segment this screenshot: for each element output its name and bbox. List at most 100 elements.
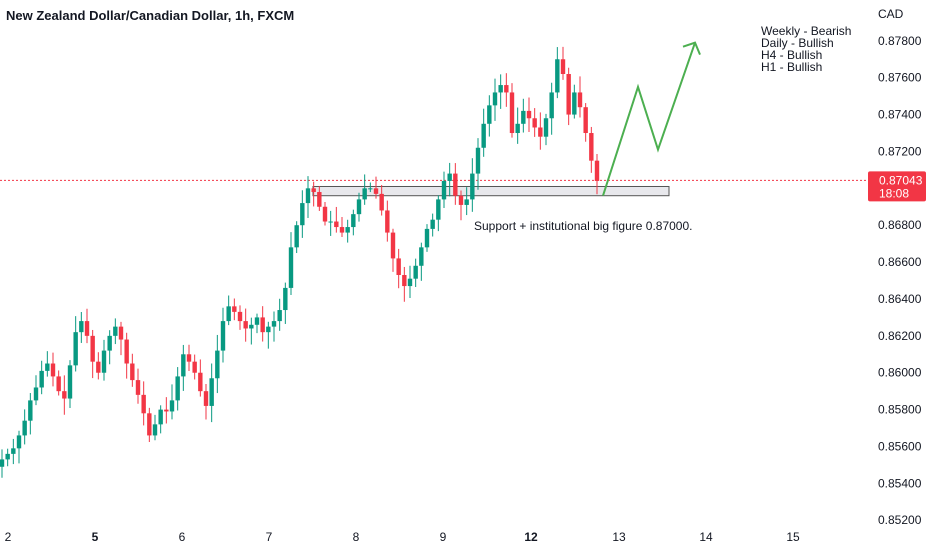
candle-body — [453, 173, 458, 196]
candle-body — [317, 192, 322, 207]
candle-body — [175, 376, 180, 401]
y-tick-label: 0.86000 — [878, 366, 922, 380]
candle-body — [538, 127, 543, 137]
candle-body — [22, 420, 27, 436]
candle-body — [181, 354, 186, 377]
candle-body — [334, 221, 339, 228]
candle-body — [249, 324, 254, 329]
candle-body — [169, 400, 175, 412]
candle-body — [322, 206, 328, 222]
candle-body — [283, 287, 288, 311]
candle-body — [521, 110, 526, 124]
candle-body — [413, 265, 418, 279]
candle-body — [464, 199, 469, 205]
x-tick-label: 2 — [5, 530, 12, 544]
candle-body — [260, 317, 265, 333]
candle-body — [362, 188, 367, 200]
candle-body — [509, 92, 515, 134]
candle-body — [481, 123, 486, 148]
candle-body — [345, 227, 350, 233]
y-tick-label: 0.86600 — [878, 255, 922, 269]
candle-body — [141, 394, 146, 414]
candle-body — [498, 85, 503, 93]
candle-body — [589, 133, 594, 161]
x-tick-label: 7 — [266, 530, 273, 544]
candle-body — [543, 118, 549, 137]
candle-body — [5, 453, 10, 460]
candle-body — [300, 203, 305, 226]
candle-body — [424, 228, 430, 248]
candle-body — [73, 332, 78, 366]
candle-body — [339, 227, 345, 233]
candle-body — [572, 92, 577, 115]
y-tick-label: 0.85200 — [878, 513, 922, 527]
candle-body — [237, 311, 243, 322]
bias-daily: Daily - Bullish — [761, 36, 834, 50]
candle-body — [390, 232, 396, 259]
candle-body — [351, 214, 356, 228]
candle-body — [356, 199, 362, 215]
bias-weekly: Weekly - Bearish — [761, 24, 851, 38]
x-tick-label: 15 — [786, 530, 800, 544]
candle-body — [11, 448, 16, 454]
candle-body — [67, 365, 73, 399]
candle-body — [209, 378, 214, 406]
countdown-label: 18:08 — [879, 186, 909, 200]
y-tick-label: 0.85400 — [878, 476, 922, 490]
candle-body — [135, 380, 141, 395]
candle-body — [79, 321, 84, 333]
x-tick-label: 12 — [524, 530, 538, 544]
candle-body — [430, 219, 435, 229]
candle-body — [458, 195, 464, 205]
candle-body — [402, 275, 407, 287]
y-tick-label: 0.85800 — [878, 403, 922, 417]
candle-body — [186, 354, 192, 362]
candle-body — [328, 221, 333, 223]
candle-body — [254, 317, 260, 325]
chart-title: New Zealand Dollar/Canadian Dollar, 1h, … — [6, 8, 294, 23]
candle-body — [288, 247, 294, 288]
x-tick-label: 14 — [699, 530, 713, 544]
x-tick-label: 6 — [179, 530, 186, 544]
x-tick-label: 9 — [440, 530, 447, 544]
candle-body — [407, 278, 413, 287]
candle-body — [33, 387, 39, 401]
candle-body — [441, 180, 447, 200]
candle-body — [101, 350, 107, 373]
candle-body — [192, 361, 197, 373]
candle-body — [271, 321, 277, 327]
candle-body — [385, 210, 390, 233]
candle-body — [396, 258, 401, 275]
y-tick-label: 0.86400 — [878, 292, 922, 306]
candle-body — [50, 363, 56, 377]
candle-body — [373, 188, 379, 194]
candle-body — [152, 424, 158, 436]
candle-body — [124, 339, 129, 364]
bias-h4: H4 - Bullish — [761, 48, 822, 62]
candle-body — [62, 391, 67, 399]
candle-body — [379, 193, 384, 211]
candle-body — [532, 118, 537, 128]
bias-notes: Weekly - Bearish Daily - Bullish H4 - Bu… — [761, 24, 851, 74]
x-tick-label: 8 — [353, 530, 360, 544]
y-tick-label: 0.87400 — [878, 108, 922, 122]
candle-body — [555, 59, 560, 93]
candle-body — [566, 74, 571, 115]
candle-body — [147, 413, 152, 436]
candle-body — [203, 391, 209, 406]
candle-body — [549, 92, 554, 119]
candle-body — [45, 363, 50, 371]
candle-body — [56, 376, 61, 392]
candles — [0, 46, 600, 478]
candle-body — [266, 326, 271, 333]
candle-body — [504, 85, 509, 93]
candle-body — [158, 409, 163, 425]
y-tick-label: 0.85600 — [878, 439, 922, 453]
candle-body — [526, 110, 532, 119]
current-price-badge — [868, 171, 926, 202]
candle-body — [198, 372, 203, 392]
projection-arrowhead — [682, 41, 701, 56]
candle-body — [118, 326, 124, 340]
candle-body — [577, 92, 583, 108]
candle-body — [84, 321, 90, 336]
